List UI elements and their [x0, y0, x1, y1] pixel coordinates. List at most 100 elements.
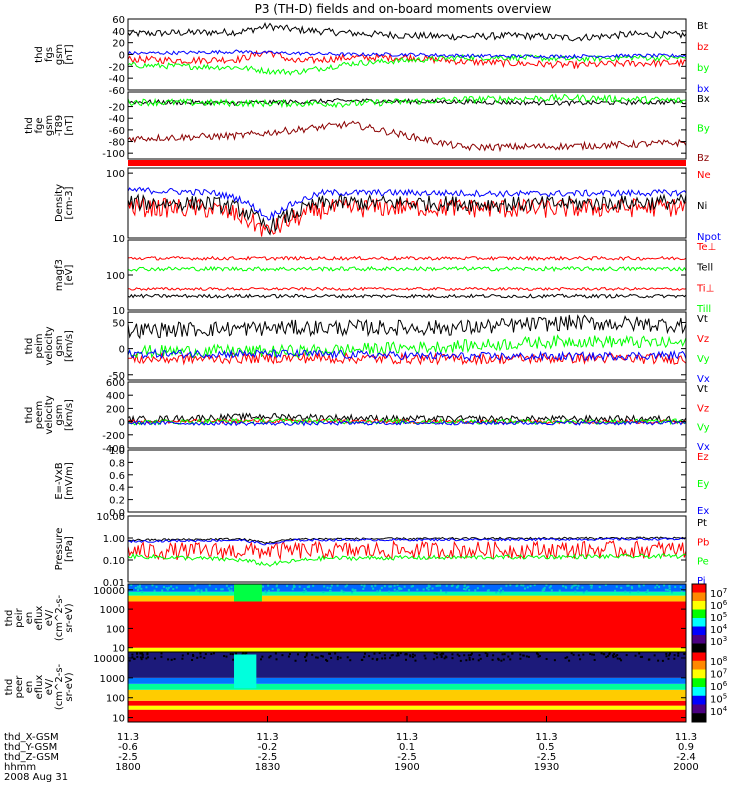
heatmap-noise: [378, 652, 381, 655]
heatmap-noise: [439, 589, 442, 592]
y-axis-label: [nPa]: [64, 536, 75, 562]
heatmap-band: [128, 584, 686, 592]
heatmap-noise: [435, 652, 438, 655]
y-axis-label: Pressure: [54, 528, 65, 571]
y-tick-label: 400: [106, 391, 125, 402]
y-axis-label: [nT]: [64, 115, 75, 135]
heatmap-noise: [186, 652, 189, 655]
y-tick-label: 100: [106, 169, 125, 180]
y-tick-label: 50: [112, 318, 125, 329]
heatmap-noise: [500, 659, 503, 662]
colorbar-segment: [692, 704, 706, 714]
heatmap-noise: [398, 586, 401, 589]
orbit-label-hhmm: hhmm: [4, 762, 36, 773]
heatmap-noise: [235, 652, 238, 655]
heatmap-noise: [642, 584, 645, 587]
heatmap-noise: [416, 588, 419, 591]
y-axis-label: [cm-3]: [64, 186, 75, 219]
heatmap-noise: [572, 653, 575, 656]
heatmap-noise: [602, 653, 605, 656]
heatmap-noise: [167, 658, 170, 661]
y-axis-label: fge: [34, 117, 45, 133]
legend-entry: Ne: [697, 170, 711, 181]
panel-3: 100 10 Density [cm-3] Ne Ni Npot: [54, 167, 721, 245]
y-tick-label: -100: [102, 149, 125, 160]
heatmap-noise: [372, 587, 375, 590]
colorbar-tick-label: 108: [710, 655, 727, 668]
heatmap-noise: [397, 654, 400, 657]
heatmap-noise: [321, 655, 324, 658]
heatmap-noise: [188, 587, 191, 590]
y-axis-label: velocity: [44, 395, 55, 434]
heatmap-noise: [197, 588, 200, 591]
heatmap-noise: [468, 658, 471, 661]
y-tick-label: 200: [106, 404, 125, 415]
y-axis-label: en: [24, 681, 35, 694]
heatmap-noise: [593, 658, 596, 661]
heatmap-noise: [288, 653, 291, 656]
heatmap-noise: [292, 586, 295, 589]
series-line: [127, 293, 687, 299]
orbit-value: 11.3: [117, 732, 139, 743]
heatmap-noise: [379, 589, 382, 592]
heatmap-noise: [223, 655, 226, 658]
heatmap-noise: [579, 658, 582, 661]
heatmap-noise: [269, 655, 272, 658]
heatmap-noise: [167, 586, 170, 589]
legend-entry: Vy: [697, 423, 710, 434]
heatmap-noise: [204, 653, 207, 656]
heatmap-noise: [291, 588, 294, 591]
heatmap-noise: [383, 654, 386, 657]
heatmap-noise: [414, 659, 417, 662]
heatmap-noise: [267, 584, 270, 587]
heatmap-noise: [407, 590, 410, 593]
y-axis-label: magf3: [54, 259, 65, 291]
heatmap-noise: [381, 657, 384, 660]
heatmap-noise: [329, 587, 332, 590]
heatmap-noise: [146, 652, 149, 655]
heatmap-noise: [479, 657, 482, 660]
heatmap-noise: [470, 652, 473, 655]
heatmap-noise: [486, 653, 489, 656]
colorbar-segment: [692, 635, 706, 644]
heatmap-noise: [200, 589, 203, 592]
y-axis-label: -T89: [54, 115, 65, 137]
heatmap-noise: [199, 655, 202, 658]
heatmap-noise: [535, 652, 538, 655]
heatmap-noise: [354, 589, 357, 592]
y-axis-label: thd: [34, 46, 45, 63]
heatmap-noise: [325, 658, 328, 661]
heatmap-noise: [509, 584, 512, 587]
heatmap-noise: [464, 588, 467, 591]
heatmap-noise: [497, 658, 500, 661]
heatmap-noise: [474, 589, 477, 592]
heatmap-noise: [574, 590, 577, 593]
y-tick-label: -200: [102, 431, 125, 442]
y-tick-label: 600: [106, 378, 125, 389]
legend-entry: Pi: [697, 576, 706, 587]
series-line: [127, 193, 687, 236]
heatmap-noise: [374, 584, 377, 587]
panel-frame: [127, 449, 687, 513]
heatmap-noise: [668, 585, 671, 588]
y-axis-label: eV/: [44, 678, 55, 695]
heatmap-noise: [373, 652, 376, 655]
heatmap-noise: [582, 653, 585, 656]
heatmap-noise: [564, 656, 567, 659]
heatmap-noise: [465, 659, 468, 662]
legend-entry: Ti⊥: [696, 283, 714, 294]
y-tick-label: 0.4: [109, 483, 125, 494]
y-tick-label: 10: [112, 234, 125, 245]
heatmap-noise: [573, 584, 576, 587]
colorbar-segment: [692, 660, 706, 670]
heatmap-noise: [160, 655, 163, 658]
y-tick-label: -20: [109, 62, 125, 73]
heatmap-noise: [192, 654, 195, 657]
heatmap-noise: [136, 655, 139, 658]
heatmap-noise: [612, 656, 615, 659]
heatmap-noise: [577, 584, 580, 587]
colorbar-tick-label: 106: [710, 680, 728, 693]
heatmap-noise: [613, 653, 616, 656]
